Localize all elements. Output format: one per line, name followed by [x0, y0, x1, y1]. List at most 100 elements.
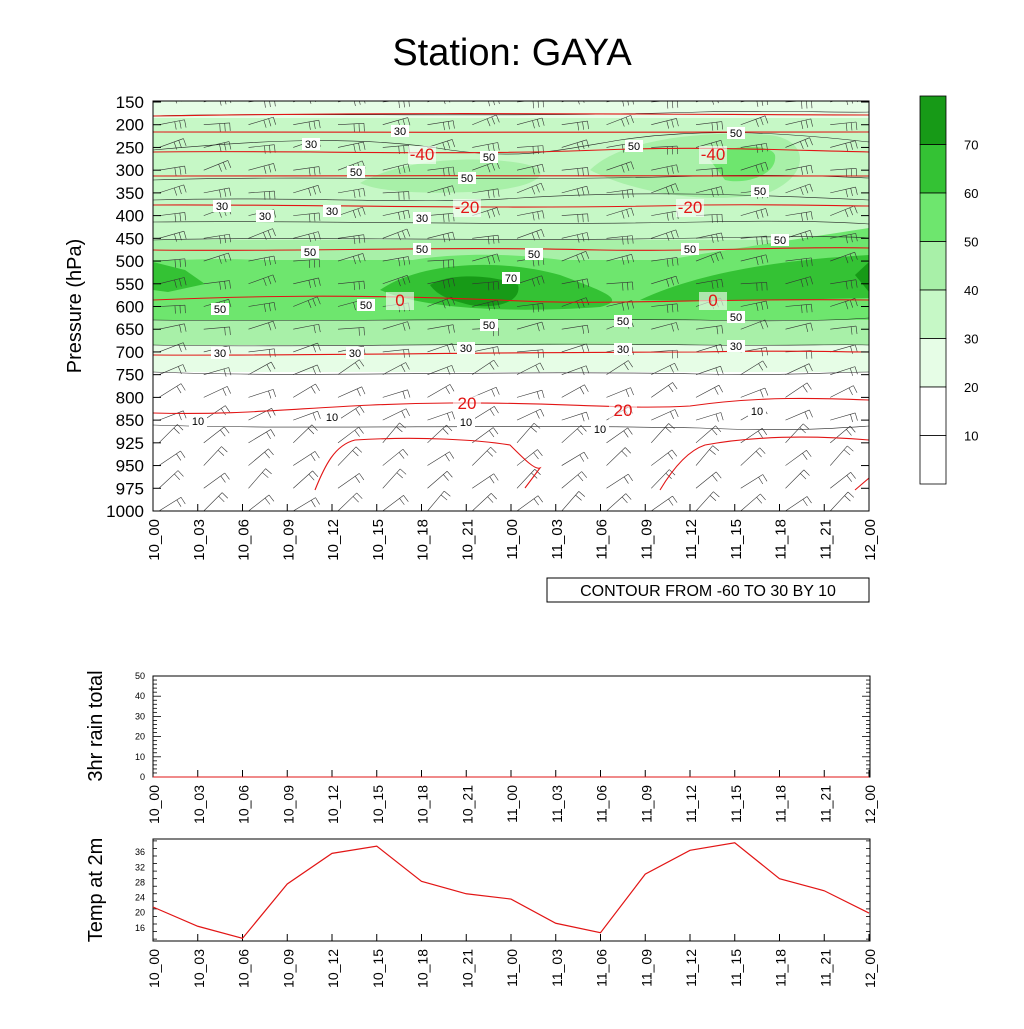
rh-contour-label: 30 [259, 211, 271, 223]
wind-barb [875, 361, 901, 374]
time-tick-label: 11_00 [504, 785, 520, 823]
wind-barb [875, 302, 902, 312]
time-tick-label: 11_09 [638, 785, 654, 823]
wind-barb-flag [893, 410, 897, 417]
time-tick-label: 11_00 [504, 949, 520, 987]
wind-barb-flag [900, 209, 902, 217]
rh-contour-label: 50 [754, 186, 766, 198]
colorbar-label: 40 [964, 283, 978, 298]
pressure-tick-label: 150 [116, 93, 144, 112]
y-tick-label: 28 [135, 877, 145, 887]
wind-barb-flag [894, 448, 899, 454]
pressure-tick-label: 950 [116, 457, 144, 476]
pressure-tick-label: 350 [116, 184, 144, 203]
wind-barb-shaft [875, 237, 901, 239]
time-tick-label: 11_09 [638, 949, 654, 987]
time-tick-label: 11_03 [549, 785, 565, 823]
colorbar-box [920, 339, 946, 388]
time-tick-label: 11_12 [683, 519, 700, 560]
wind-barb [875, 494, 900, 511]
y-tick-label: 24 [135, 893, 145, 903]
wind-barb [875, 408, 902, 421]
rh-contour-label: 10 [751, 406, 763, 418]
temperature-contour-label: -20 [455, 198, 480, 217]
rh-contour-label: 30 [416, 213, 428, 225]
wind-barb [875, 116, 902, 127]
wind-barb-flag [896, 98, 897, 106]
pressure-tick-label: 250 [116, 138, 144, 157]
y-tick-label: 20 [135, 732, 145, 742]
wind-barb-flag [894, 276, 897, 283]
pressure-tick-label: 975 [116, 479, 144, 498]
wind-barb-shaft [875, 302, 901, 307]
wind-barb [875, 448, 900, 465]
time-tick-label: 11_12 [683, 785, 699, 823]
rh-contour-label: 50 [461, 173, 473, 185]
y-tick-label: 0 [140, 772, 145, 782]
wind-barb-flag [900, 116, 903, 124]
time-tick-label: 10_09 [280, 949, 296, 988]
colorbar-box [920, 193, 946, 242]
temperature-contour-label: 0 [708, 291, 717, 310]
y-tick-label: 50 [135, 671, 145, 681]
time-tick-label: 10_21 [459, 949, 475, 988]
pressure-axis-label: Pressure (hPa) [64, 239, 86, 374]
rh-contour-label: 50 [360, 300, 372, 312]
wind-barb-flag [893, 477, 897, 484]
wind-barb-flag [895, 256, 897, 264]
wind-barb-flag [899, 388, 902, 396]
rh-contour-label: 10 [326, 412, 338, 424]
wind-barb-shaft [875, 209, 900, 216]
rh-contour-label: 50 [304, 247, 316, 259]
wind-barb [875, 348, 902, 357]
wind-barb-shaft [875, 361, 897, 374]
wind-barb-flag [895, 322, 898, 330]
rh-contour-label: 50 [416, 244, 428, 256]
wind-barb [875, 429, 901, 443]
time-tick-label: 10_21 [459, 519, 476, 561]
time-tick-label: 11_21 [817, 949, 833, 987]
pressure-tick-label: 1000 [106, 502, 144, 521]
humidity-band [153, 320, 869, 345]
wind-barb-flag [897, 361, 901, 368]
colorbar-label: 60 [964, 186, 978, 201]
time-tick-label: 10_06 [236, 785, 252, 824]
wind-barb-flag [890, 211, 892, 219]
wind-barb-flag [896, 145, 897, 153]
rh-contour-label: 50 [730, 128, 742, 140]
wind-barb-flag [890, 278, 893, 285]
time-tick-label: 10_03 [191, 949, 207, 988]
wind-barb-flag [318, 93, 321, 100]
temperature-contour-label: 20 [614, 401, 633, 420]
wind-barb-flag [891, 303, 893, 311]
wind-barb-flag [901, 348, 902, 356]
rh-contour-label: 30 [394, 126, 406, 138]
time-tick-label: 11_03 [549, 519, 566, 560]
wind-barb [875, 475, 901, 488]
rh-contour-label: 50 [214, 304, 226, 316]
time-tick-label: 10_18 [415, 949, 431, 988]
time-tick-label: 11_21 [817, 785, 833, 823]
pressure-tick-label: 450 [116, 229, 144, 248]
colorbar-box [920, 145, 946, 194]
wind-barb-shaft [875, 163, 900, 171]
colorbar-box [920, 242, 946, 291]
colorbar-label: 50 [964, 235, 978, 250]
wind-barb-flag [901, 97, 902, 105]
time-tick-label: 10_03 [191, 785, 207, 824]
colorbar-box [920, 387, 946, 436]
time-tick-label: 11_06 [594, 949, 610, 987]
wind-barb [875, 274, 902, 285]
y-tick-label: 36 [135, 847, 145, 857]
pressure-tick-label: 200 [116, 116, 144, 135]
wind-barb-flag [178, 94, 181, 101]
rh-contour-label: 50 [774, 235, 786, 247]
time-tick-label: 12_00 [862, 785, 878, 824]
wind-barb-flag [893, 364, 897, 371]
wind-barb-shaft [875, 320, 899, 329]
pressure-tick-label: 300 [116, 161, 144, 180]
